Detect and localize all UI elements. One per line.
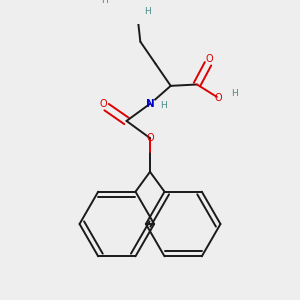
Text: O: O bbox=[214, 93, 222, 103]
Text: O: O bbox=[146, 133, 154, 143]
Text: H: H bbox=[231, 89, 237, 98]
Text: O: O bbox=[206, 54, 213, 64]
Text: N: N bbox=[146, 99, 154, 109]
Text: H: H bbox=[144, 7, 151, 16]
Text: H: H bbox=[160, 101, 166, 110]
Text: O: O bbox=[100, 99, 107, 110]
Text: H: H bbox=[102, 0, 108, 5]
